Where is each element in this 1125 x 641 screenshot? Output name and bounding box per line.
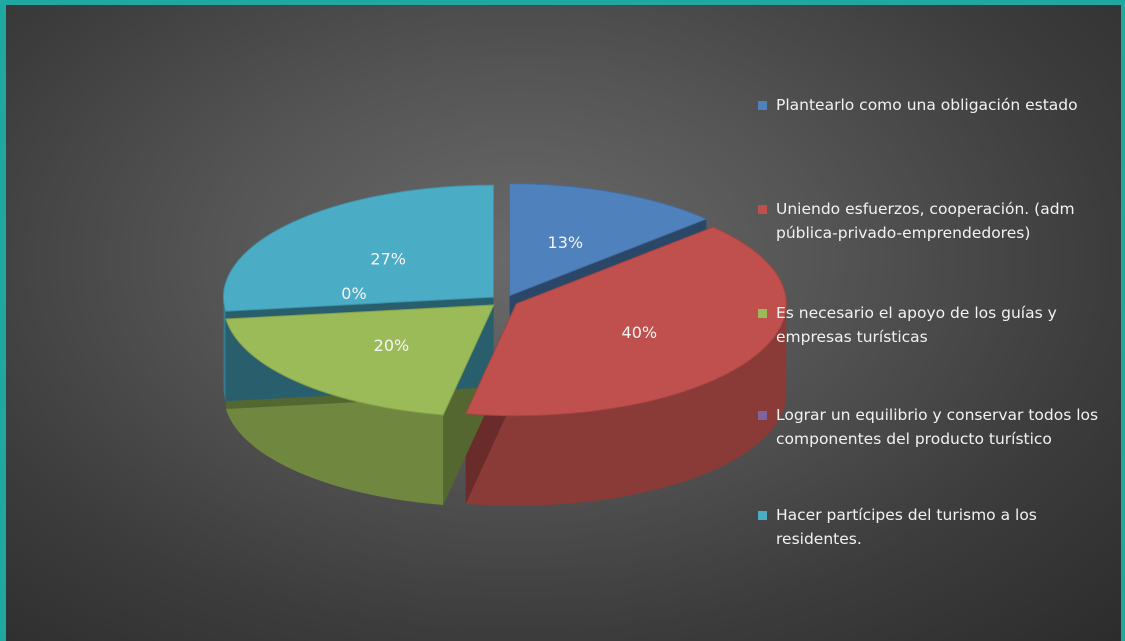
legend-swatch-1	[758, 101, 767, 110]
slice-5	[223, 184, 494, 312]
data-label-3: 20%	[374, 336, 410, 355]
data-label-2: 40%	[622, 323, 658, 342]
slice-side-3-1	[225, 319, 444, 505]
pie-chart: 13% 40% 20% 0%27%	[223, 183, 787, 506]
pie-tops	[223, 183, 787, 417]
legend-swatch-4	[758, 411, 767, 420]
slice-side-2-1	[465, 303, 787, 506]
slice-side-5-1	[223, 297, 226, 402]
legend-swatch-2	[758, 205, 767, 214]
legend-item-3: Es necesario el apoyo de los guías y emp…	[758, 301, 1118, 403]
legend-label-3: Es necesario el apoyo de los guías y emp…	[776, 304, 1057, 346]
legend-item-4: Lograr un equilibrio y conservar todos l…	[758, 403, 1118, 503]
legend-label-4: Lograr un equilibrio y conservar todos l…	[776, 406, 1099, 448]
legend-swatch-5	[758, 511, 767, 520]
legend-item-5: Hacer partícipes del turismo a los resid…	[758, 503, 1118, 551]
legend-item-1: Plantearlo como una obligación estado	[758, 93, 1118, 197]
legend-item-2: Uniendo esfuerzos, cooperación. (adm púb…	[758, 197, 1118, 301]
pie-data-labels: 13% 40% 20% 0%27%	[341, 233, 657, 355]
slice-1	[509, 183, 708, 297]
slice-2	[464, 226, 787, 417]
legend-swatch-3	[758, 309, 767, 318]
data-label-5: 27%	[370, 250, 406, 269]
data-label-1: 13%	[548, 233, 584, 252]
data-label-4: 0%	[341, 284, 366, 303]
legend-label-2: Uniendo esfuerzos, cooperación. (adm púb…	[776, 200, 1075, 242]
legend-label-1: Plantearlo como una obligación estado	[776, 96, 1078, 114]
slice-3	[225, 304, 495, 416]
legend-label-5: Hacer partícipes del turismo a los resid…	[776, 506, 1037, 548]
legend: Plantearlo como una obligación estado Un…	[758, 93, 1118, 551]
